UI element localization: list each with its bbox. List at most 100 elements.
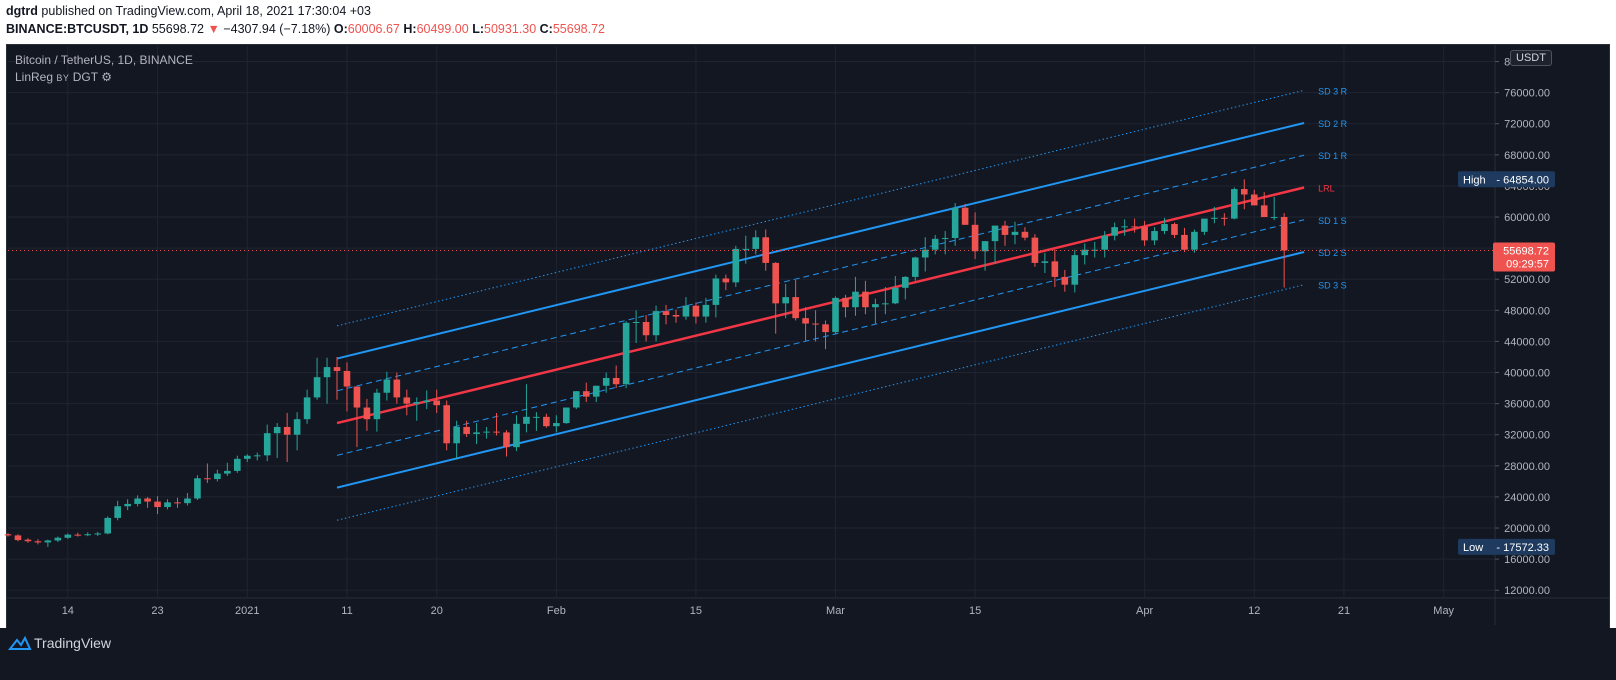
candle	[313, 357, 321, 400]
candle-body	[443, 405, 450, 444]
candle	[672, 309, 680, 323]
y-tick-label: 52000.00	[1504, 274, 1550, 286]
candle	[951, 203, 959, 246]
candle-body	[393, 379, 401, 398]
channel-line-sd-1-s	[336, 219, 1305, 456]
indicator-legend[interactable]: LinReg BY DGT ⚙	[15, 70, 112, 84]
candle-body	[1001, 225, 1009, 235]
candle-body	[832, 297, 839, 333]
high-marker-box	[1458, 171, 1555, 188]
candle-body	[134, 498, 141, 504]
channel-label-lrl: LRL	[1318, 183, 1335, 193]
candle	[1161, 217, 1168, 235]
candle-body	[1011, 231, 1019, 235]
candle	[862, 280, 869, 315]
candle	[1270, 196, 1278, 221]
x-tick-label: 20	[431, 605, 443, 617]
candle	[1091, 241, 1099, 258]
candle-body	[632, 322, 640, 323]
y-tick-label: 20000.00	[1504, 523, 1550, 535]
candle	[692, 302, 700, 324]
candle-body	[782, 297, 789, 304]
x-tick-label: Mar	[826, 605, 845, 617]
x-tick-label: 2021	[235, 605, 259, 617]
candle-body	[1191, 231, 1198, 250]
candle	[1001, 220, 1009, 246]
y-tick-label: 44000.00	[1504, 336, 1550, 348]
candle	[882, 287, 889, 315]
candle	[902, 276, 909, 300]
candle	[74, 532, 82, 537]
x-tick-label: 21	[1338, 605, 1350, 617]
author-name[interactable]: dgtrd	[6, 4, 38, 18]
candle-body	[493, 431, 500, 433]
candle-body	[323, 367, 331, 378]
candle-body	[732, 248, 740, 283]
candle	[453, 420, 460, 460]
candle	[582, 382, 590, 403]
candle	[563, 407, 570, 424]
candle-body	[224, 470, 231, 474]
candle-body	[1081, 249, 1089, 256]
candle	[732, 245, 740, 288]
y-tick-label: 60000.00	[1504, 212, 1550, 224]
candle	[752, 230, 760, 255]
candle	[1191, 229, 1198, 253]
x-tick-label: 15	[690, 605, 702, 617]
candle-body	[1031, 237, 1039, 263]
candle	[423, 390, 431, 410]
candle	[1211, 206, 1218, 224]
last-price-label: 55698.72	[1503, 245, 1549, 257]
currency-badge[interactable]: USDT	[1510, 50, 1552, 66]
candle	[124, 499, 131, 511]
candle-body	[592, 385, 600, 397]
candle	[194, 475, 201, 501]
candle-body	[513, 423, 520, 448]
candle-body	[1240, 189, 1248, 195]
low-label: L:	[472, 22, 485, 36]
candle	[832, 296, 839, 335]
candle-body	[533, 416, 540, 418]
ohlc-line: BINANCE:BTCUSDT, 1D 55698.72 ▼ −4307.94 …	[6, 22, 605, 36]
candle	[842, 294, 849, 318]
y-tick-label: 16000.00	[1504, 554, 1550, 566]
candle	[373, 388, 381, 432]
candle-body	[981, 241, 989, 252]
candle-body	[94, 533, 102, 535]
candle	[802, 307, 809, 341]
candle	[1021, 227, 1029, 241]
candle-body	[812, 323, 819, 325]
channel-label-sd-2-r: SD 2 R	[1318, 119, 1348, 129]
candle	[1181, 227, 1188, 253]
candle-body	[692, 305, 700, 317]
candle-body	[1021, 231, 1029, 238]
chart-panel[interactable]	[6, 44, 1610, 644]
candle-body	[1181, 234, 1188, 250]
candle-body	[1161, 224, 1168, 232]
candle-body	[642, 322, 650, 336]
settings-icon[interactable]: ⚙	[101, 70, 112, 84]
candle	[632, 310, 640, 343]
indicator-author: DGT	[72, 70, 98, 84]
candle	[1031, 234, 1039, 267]
candle-body	[104, 517, 111, 534]
low-marker-value: - 17572.33	[1496, 542, 1549, 554]
candle-body	[473, 432, 480, 434]
indicator-name: LinReg	[15, 70, 54, 84]
candle	[503, 430, 510, 457]
candle	[533, 412, 540, 431]
channel-label-sd-1-s: SD 1 S	[1318, 216, 1347, 226]
candle	[4, 533, 12, 537]
candle	[54, 536, 62, 543]
brand-name[interactable]: TradingView	[34, 635, 112, 651]
candle	[34, 539, 42, 545]
candle-body	[772, 262, 779, 304]
series-title[interactable]: Bitcoin / TetherUS, 1D, BINANCE	[15, 53, 193, 67]
candle	[1131, 218, 1138, 233]
open-value: 60006.67	[347, 22, 400, 36]
candle	[234, 455, 241, 473]
candle	[1081, 243, 1089, 265]
channel-line-sd-2-r	[336, 121, 1305, 360]
y-tick-label: 36000.00	[1504, 399, 1550, 411]
